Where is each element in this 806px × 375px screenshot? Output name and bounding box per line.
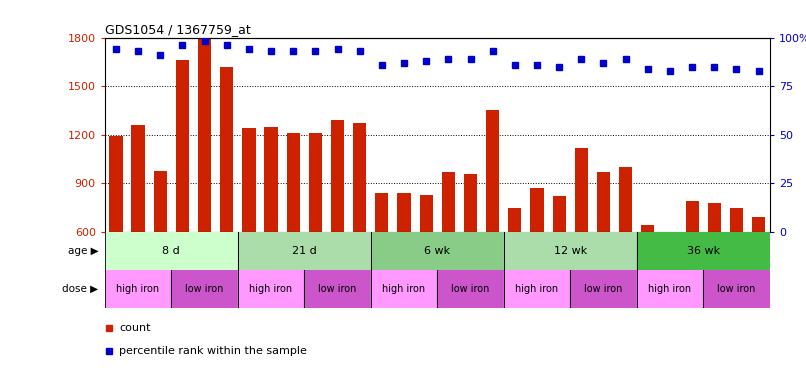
Bar	[305, 270, 371, 308]
Text: high iron: high iron	[648, 284, 692, 294]
Text: dose ▶: dose ▶	[62, 284, 98, 294]
Text: count: count	[119, 323, 151, 333]
Text: low iron: low iron	[717, 284, 756, 294]
Bar	[309, 133, 322, 232]
Text: 8 d: 8 d	[162, 246, 181, 256]
Bar	[486, 110, 500, 232]
Text: 21 d: 21 d	[292, 246, 317, 256]
Bar	[371, 270, 438, 308]
Text: 6 wk: 6 wk	[424, 246, 451, 256]
Bar	[504, 270, 571, 308]
Bar	[397, 193, 410, 232]
Text: 12 wk: 12 wk	[554, 246, 587, 256]
Text: GDS1054 / 1367759_at: GDS1054 / 1367759_at	[105, 23, 251, 36]
Bar	[637, 270, 703, 308]
Bar	[238, 232, 371, 270]
Bar	[153, 171, 167, 232]
Bar	[105, 270, 171, 308]
Bar	[708, 203, 721, 232]
Text: high iron: high iron	[249, 284, 293, 294]
Text: age ▶: age ▶	[68, 246, 98, 256]
Text: percentile rank within the sample: percentile rank within the sample	[119, 346, 307, 356]
Bar	[198, 38, 211, 232]
Bar	[596, 172, 610, 232]
Bar	[371, 232, 504, 270]
Bar	[238, 270, 305, 308]
Text: low iron: low iron	[584, 284, 623, 294]
Bar	[619, 167, 632, 232]
Bar	[553, 196, 566, 232]
Bar	[571, 270, 637, 308]
Bar	[730, 208, 743, 232]
Bar	[105, 232, 238, 270]
Text: high iron: high iron	[382, 284, 426, 294]
Bar	[752, 217, 766, 232]
Bar	[264, 127, 277, 232]
Bar	[176, 60, 189, 232]
Bar	[703, 270, 770, 308]
Text: high iron: high iron	[515, 284, 559, 294]
Bar	[376, 193, 388, 232]
Text: high iron: high iron	[116, 284, 160, 294]
Bar	[509, 208, 521, 232]
Bar	[504, 232, 637, 270]
Text: low iron: low iron	[185, 284, 224, 294]
Bar	[642, 225, 654, 232]
Bar	[171, 270, 238, 308]
Bar	[220, 67, 234, 232]
Bar	[530, 188, 544, 232]
Bar	[353, 123, 366, 232]
Bar	[243, 128, 256, 232]
Bar	[464, 174, 477, 232]
Bar	[330, 120, 344, 232]
Bar	[131, 125, 145, 232]
Bar	[109, 136, 123, 232]
Text: low iron: low iron	[451, 284, 490, 294]
Text: 36 wk: 36 wk	[687, 246, 720, 256]
Bar	[575, 148, 588, 232]
Bar	[442, 172, 455, 232]
Bar	[663, 232, 676, 234]
Bar	[685, 201, 699, 232]
Bar	[438, 270, 504, 308]
Bar	[420, 195, 433, 232]
Text: low iron: low iron	[318, 284, 357, 294]
Bar	[637, 232, 770, 270]
Bar	[287, 133, 300, 232]
